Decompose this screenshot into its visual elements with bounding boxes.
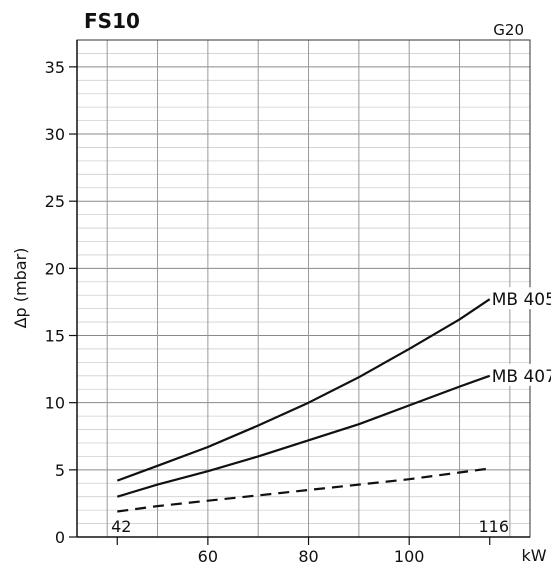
range-label: 42 <box>111 517 131 536</box>
series-line-dashed <box>117 467 490 513</box>
y-tick-label: 30 <box>45 125 65 144</box>
chart-title: FS10 <box>84 9 140 33</box>
series-label: MB 407/1 <box>492 367 551 387</box>
labels-group: 0 5 10 15 20 25 30 35 60 80 100 42 116 MB 405/1 MB 407… <box>45 58 551 566</box>
series-line <box>116 374 491 498</box>
chart-subtitle: G20 <box>493 21 524 39</box>
minor-grid <box>77 39 530 524</box>
series-label-background <box>490 363 551 386</box>
y-axis-label: Δp (mbar) <box>11 248 30 329</box>
x-axis-label: kW <box>521 546 546 565</box>
series-group <box>116 298 491 513</box>
major-grid <box>77 40 530 537</box>
series-label-background <box>490 287 551 310</box>
y-tick-label: 0 <box>55 528 65 547</box>
x-tick-label: 80 <box>298 547 318 566</box>
axis-ticks <box>69 66 491 545</box>
series-line <box>116 298 491 482</box>
series-label: MB 405/1 <box>492 290 551 310</box>
y-tick-label: 20 <box>45 259 65 278</box>
range-label: 116 <box>478 517 509 536</box>
y-tick-label: 15 <box>45 327 65 346</box>
x-tick-label: 60 <box>198 547 218 566</box>
plot-frame <box>76 39 531 538</box>
x-tick-label: 100 <box>394 547 425 566</box>
y-tick-label: 25 <box>45 192 65 211</box>
y-tick-label: 10 <box>45 394 65 413</box>
y-tick-label: 5 <box>55 461 65 480</box>
y-tick-label: 35 <box>45 58 65 77</box>
